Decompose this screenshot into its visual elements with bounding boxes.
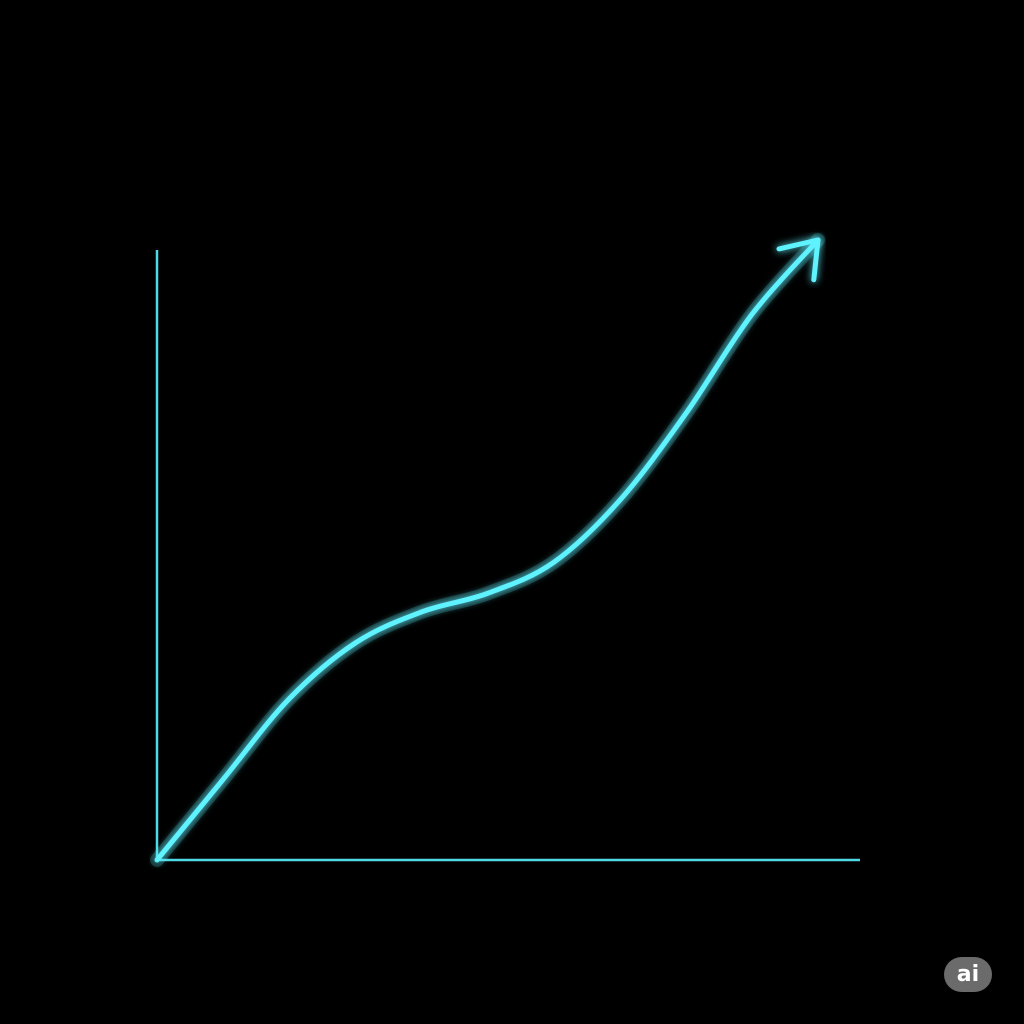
arrow-head-icon <box>776 237 821 283</box>
ai-badge: ai <box>944 957 992 992</box>
axes <box>155 250 860 862</box>
series-line <box>154 237 821 863</box>
series-line-glow <box>150 233 825 867</box>
series-group <box>150 233 825 867</box>
